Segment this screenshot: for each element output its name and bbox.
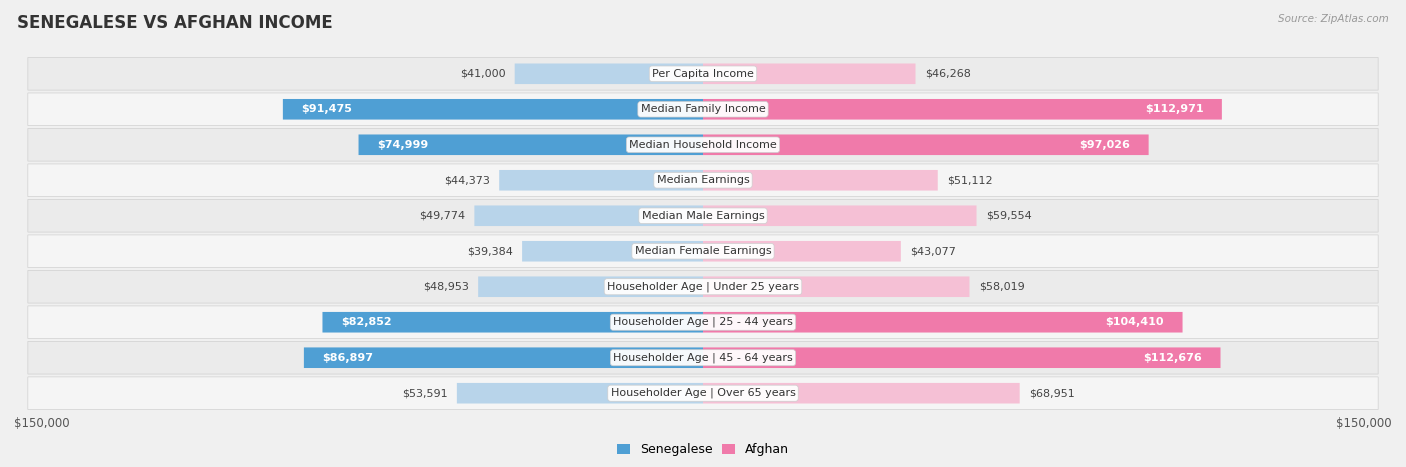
FancyBboxPatch shape — [28, 164, 1378, 197]
Text: $74,999: $74,999 — [377, 140, 429, 150]
FancyBboxPatch shape — [28, 306, 1378, 339]
FancyBboxPatch shape — [703, 312, 1182, 333]
FancyBboxPatch shape — [28, 235, 1378, 268]
Text: $86,897: $86,897 — [322, 353, 373, 363]
FancyBboxPatch shape — [703, 276, 970, 297]
Text: Householder Age | Over 65 years: Householder Age | Over 65 years — [610, 388, 796, 398]
FancyBboxPatch shape — [28, 199, 1378, 232]
Text: $68,951: $68,951 — [1029, 388, 1074, 398]
FancyBboxPatch shape — [28, 128, 1378, 161]
FancyBboxPatch shape — [703, 170, 938, 191]
FancyBboxPatch shape — [304, 347, 703, 368]
FancyBboxPatch shape — [478, 276, 703, 297]
FancyBboxPatch shape — [457, 383, 703, 403]
Text: $46,268: $46,268 — [925, 69, 970, 79]
Text: $48,953: $48,953 — [423, 282, 470, 292]
FancyBboxPatch shape — [703, 383, 1019, 403]
FancyBboxPatch shape — [474, 205, 703, 226]
FancyBboxPatch shape — [28, 93, 1378, 126]
Text: Householder Age | 45 - 64 years: Householder Age | 45 - 64 years — [613, 353, 793, 363]
Text: Householder Age | Under 25 years: Householder Age | Under 25 years — [607, 282, 799, 292]
FancyBboxPatch shape — [359, 134, 703, 155]
FancyBboxPatch shape — [283, 99, 703, 120]
Text: $43,077: $43,077 — [910, 246, 956, 256]
FancyBboxPatch shape — [28, 377, 1378, 410]
Text: $58,019: $58,019 — [979, 282, 1025, 292]
Legend: Senegalese, Afghan: Senegalese, Afghan — [612, 439, 794, 461]
Text: SENEGALESE VS AFGHAN INCOME: SENEGALESE VS AFGHAN INCOME — [17, 14, 333, 32]
Text: Median Female Earnings: Median Female Earnings — [634, 246, 772, 256]
Text: $39,384: $39,384 — [467, 246, 513, 256]
Text: Median Earnings: Median Earnings — [657, 175, 749, 185]
Text: Median Household Income: Median Household Income — [628, 140, 778, 150]
FancyBboxPatch shape — [322, 312, 703, 333]
Text: $41,000: $41,000 — [460, 69, 506, 79]
FancyBboxPatch shape — [703, 134, 1149, 155]
FancyBboxPatch shape — [515, 64, 703, 84]
Text: $97,026: $97,026 — [1080, 140, 1130, 150]
Text: $82,852: $82,852 — [340, 317, 391, 327]
Text: Source: ZipAtlas.com: Source: ZipAtlas.com — [1278, 14, 1389, 24]
Text: $51,112: $51,112 — [946, 175, 993, 185]
Text: $44,373: $44,373 — [444, 175, 491, 185]
Text: $59,554: $59,554 — [986, 211, 1032, 221]
Text: Householder Age | 25 - 44 years: Householder Age | 25 - 44 years — [613, 317, 793, 327]
Text: $112,676: $112,676 — [1143, 353, 1202, 363]
FancyBboxPatch shape — [703, 241, 901, 262]
FancyBboxPatch shape — [522, 241, 703, 262]
FancyBboxPatch shape — [28, 341, 1378, 374]
Text: Median Male Earnings: Median Male Earnings — [641, 211, 765, 221]
Text: $49,774: $49,774 — [419, 211, 465, 221]
FancyBboxPatch shape — [703, 347, 1220, 368]
Text: Per Capita Income: Per Capita Income — [652, 69, 754, 79]
Text: $91,475: $91,475 — [301, 104, 352, 114]
Text: $104,410: $104,410 — [1105, 317, 1164, 327]
FancyBboxPatch shape — [28, 57, 1378, 90]
FancyBboxPatch shape — [703, 205, 977, 226]
FancyBboxPatch shape — [703, 64, 915, 84]
Text: $150,000: $150,000 — [14, 417, 70, 430]
FancyBboxPatch shape — [499, 170, 703, 191]
FancyBboxPatch shape — [28, 270, 1378, 303]
Text: $112,971: $112,971 — [1144, 104, 1204, 114]
Text: $150,000: $150,000 — [1336, 417, 1392, 430]
FancyBboxPatch shape — [703, 99, 1222, 120]
Text: Median Family Income: Median Family Income — [641, 104, 765, 114]
Text: $53,591: $53,591 — [402, 388, 447, 398]
